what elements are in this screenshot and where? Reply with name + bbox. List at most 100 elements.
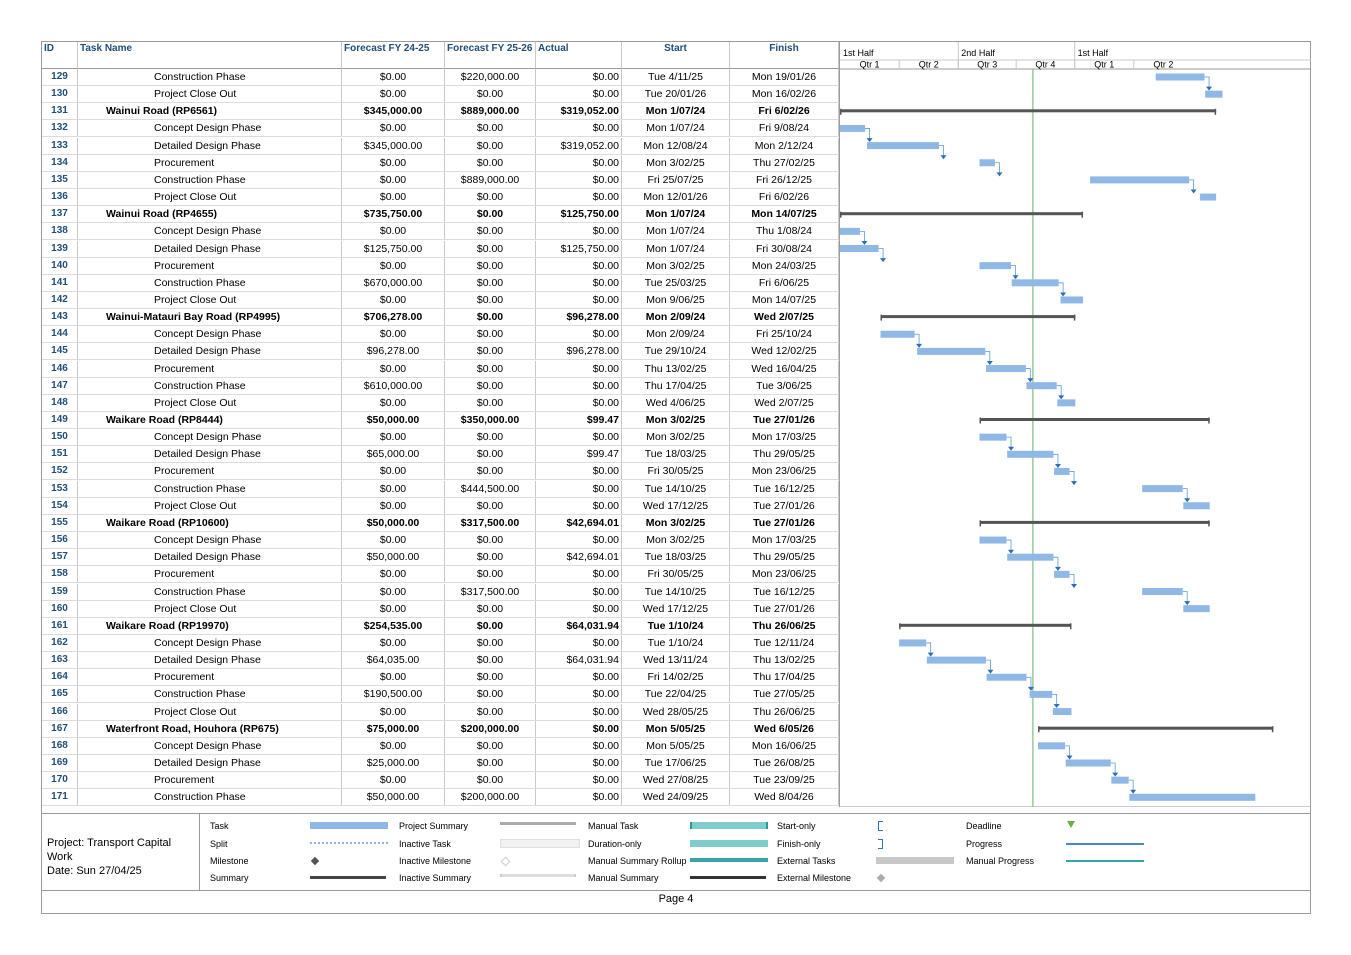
- finish-cell[interactable]: Tue 16/12/25: [730, 583, 839, 600]
- finish-cell[interactable]: Fri 6/06/25: [730, 274, 839, 291]
- actual-cell[interactable]: $0.00: [536, 223, 622, 240]
- forecast-2526-cell[interactable]: $0.00: [445, 274, 536, 291]
- forecast-2526-cell[interactable]: $0.00: [445, 652, 536, 669]
- task-id[interactable]: 171: [42, 789, 78, 806]
- actual-cell[interactable]: $0.00: [536, 634, 622, 651]
- table-row[interactable]: 143 Wainui-Matauri Bay Road (RP4995) $706,…: [42, 309, 839, 327]
- forecast-2425-cell[interactable]: $0.00: [342, 772, 445, 789]
- finish-cell[interactable]: Mon 2/12/24: [730, 137, 839, 154]
- forecast-2425-cell[interactable]: $0.00: [342, 189, 445, 206]
- task-name[interactable]: Construction Phase: [78, 686, 342, 703]
- actual-cell[interactable]: $0.00: [536, 789, 622, 806]
- forecast-2425-cell[interactable]: $0.00: [342, 463, 445, 480]
- task-name[interactable]: Concept Design Phase: [78, 532, 342, 549]
- start-cell[interactable]: Wed 24/09/25: [622, 789, 730, 806]
- table-row[interactable]: 135 Construction Phase $0.00 $889,000.00 $0.…: [42, 171, 839, 189]
- forecast-2425-cell[interactable]: $50,000.00: [342, 549, 445, 566]
- forecast-2425-cell[interactable]: $0.00: [342, 583, 445, 600]
- table-row[interactable]: 159 Construction Phase $0.00 $317,500.00 $0.…: [42, 583, 839, 601]
- finish-cell[interactable]: Tue 12/11/24: [730, 634, 839, 651]
- forecast-2425-cell[interactable]: $0.00: [342, 703, 445, 720]
- start-cell[interactable]: Mon 3/02/25: [622, 412, 730, 428]
- task-id[interactable]: 164: [42, 669, 78, 686]
- table-row[interactable]: 149 Waikare Road (RP8444) $50,000.00 $350,0…: [42, 412, 839, 429]
- task-id[interactable]: 133: [42, 137, 78, 154]
- actual-cell[interactable]: $0.00: [536, 120, 622, 137]
- forecast-2526-cell[interactable]: $0.00: [445, 737, 536, 754]
- finish-cell[interactable]: Mon 23/06/25: [730, 566, 839, 583]
- forecast-2425-cell[interactable]: $0.00: [342, 394, 445, 411]
- forecast-2526-cell[interactable]: $0.00: [445, 240, 536, 257]
- forecast-2526-cell[interactable]: $350,000.00: [445, 412, 536, 428]
- table-row[interactable]: 132 Concept Design Phase $0.00 $0.00 $0.00 Mo…: [42, 120, 839, 138]
- table-row[interactable]: 166 Project Close Out $0.00 $0.00 $0.00 Wed 2…: [42, 703, 839, 721]
- task-id[interactable]: 146: [42, 360, 78, 377]
- actual-cell[interactable]: $0.00: [536, 291, 622, 308]
- actual-cell[interactable]: $0.00: [536, 772, 622, 789]
- finish-cell[interactable]: Mon 17/03/25: [730, 429, 839, 446]
- table-row[interactable]: 138 Concept Design Phase $0.00 $0.00 $0.00 Mo…: [42, 223, 839, 241]
- start-cell[interactable]: Wed 17/12/25: [622, 600, 730, 617]
- table-row[interactable]: 144 Concept Design Phase $0.00 $0.00 $0.00 Mo…: [42, 326, 839, 344]
- finish-cell[interactable]: Tue 3/06/25: [730, 377, 839, 394]
- actual-cell[interactable]: $42,694.01: [536, 549, 622, 566]
- task-name[interactable]: Detailed Design Phase: [78, 137, 342, 154]
- forecast-2425-cell[interactable]: $50,000.00: [342, 514, 445, 531]
- task-id[interactable]: 144: [42, 326, 78, 343]
- forecast-2526-cell[interactable]: $889,000.00: [445, 171, 536, 188]
- forecast-2526-cell[interactable]: $0.00: [445, 154, 536, 171]
- forecast-2526-cell[interactable]: $200,000.00: [445, 720, 536, 737]
- forecast-2425-cell[interactable]: $0.00: [342, 480, 445, 497]
- finish-cell[interactable]: Wed 2/07/25: [730, 309, 839, 326]
- finish-cell[interactable]: Mon 24/03/25: [730, 257, 839, 274]
- forecast-2425-cell[interactable]: $0.00: [342, 669, 445, 686]
- finish-cell[interactable]: Mon 16/02/26: [730, 86, 839, 103]
- task-id[interactable]: 160: [42, 600, 78, 617]
- task-name[interactable]: Project Close Out: [78, 703, 342, 720]
- task-id[interactable]: 132: [42, 120, 78, 137]
- table-row[interactable]: 158 Procurement $0.00 $0.00 $0.00 Fri 30/05/2…: [42, 566, 839, 584]
- table-row[interactable]: 165 Construction Phase $190,500.00 $0.00 $0.…: [42, 686, 839, 704]
- table-row[interactable]: 167 Waterfront Road, Houhora (RP675) $75,0…: [42, 720, 839, 738]
- start-cell[interactable]: Thu 13/02/25: [622, 360, 730, 377]
- table-row[interactable]: 162 Concept Design Phase $0.00 $0.00 $0.00 Tu…: [42, 634, 839, 652]
- task-name[interactable]: Procurement: [78, 566, 342, 583]
- table-row[interactable]: 137 Wainui Road (RP4655) $735,750.00 $0.00 $…: [42, 206, 839, 224]
- actual-cell[interactable]: $0.00: [536, 154, 622, 171]
- actual-cell[interactable]: $0.00: [536, 86, 622, 103]
- table-row[interactable]: 129 Construction Phase $0.00 $220,000.00 $0.…: [42, 69, 839, 86]
- task-name[interactable]: Waikare Road (RP10600): [78, 514, 342, 531]
- start-cell[interactable]: Tue 14/10/25: [622, 480, 730, 497]
- task-name[interactable]: Project Close Out: [78, 394, 342, 411]
- col-header-start[interactable]: Start: [622, 42, 730, 69]
- task-name[interactable]: Detailed Design Phase: [78, 755, 342, 771]
- task-id[interactable]: 145: [42, 343, 78, 360]
- start-cell[interactable]: Mon 1/07/24: [622, 103, 730, 120]
- forecast-2425-cell[interactable]: $345,000.00: [342, 103, 445, 120]
- task-name[interactable]: Detailed Design Phase: [78, 549, 342, 566]
- finish-cell[interactable]: Tue 27/01/26: [730, 600, 839, 617]
- task-name[interactable]: Detailed Design Phase: [78, 343, 342, 360]
- task-name[interactable]: Wainui Road (RP4655): [78, 206, 342, 223]
- table-row[interactable]: 148 Project Close Out $0.00 $0.00 $0.00 Wed 4…: [42, 394, 839, 412]
- forecast-2425-cell[interactable]: $65,000.00: [342, 446, 445, 463]
- forecast-2526-cell[interactable]: $317,500.00: [445, 583, 536, 600]
- finish-cell[interactable]: Wed 6/05/26: [730, 720, 839, 737]
- actual-cell[interactable]: $0.00: [536, 326, 622, 343]
- task-id[interactable]: 152: [42, 463, 78, 480]
- finish-cell[interactable]: Thu 17/04/25: [730, 669, 839, 686]
- col-header-actual[interactable]: Actual: [536, 42, 622, 69]
- start-cell[interactable]: Tue 1/10/24: [622, 634, 730, 651]
- task-id[interactable]: 162: [42, 634, 78, 651]
- table-row[interactable]: 161 Waikare Road (RP19970) $254,535.00 $0.0…: [42, 617, 839, 635]
- task-name[interactable]: Concept Design Phase: [78, 737, 342, 754]
- task-name[interactable]: Detailed Design Phase: [78, 652, 342, 669]
- actual-cell[interactable]: $0.00: [536, 532, 622, 549]
- forecast-2526-cell[interactable]: $0.00: [445, 446, 536, 463]
- actual-cell[interactable]: $125,750.00: [536, 240, 622, 257]
- task-name[interactable]: Construction Phase: [78, 274, 342, 291]
- task-id[interactable]: 129: [42, 69, 78, 85]
- start-cell[interactable]: Fri 30/05/25: [622, 463, 730, 480]
- col-header-finish[interactable]: Finish: [730, 42, 839, 69]
- table-row[interactable]: 169 Detailed Design Phase $25,000.00 $0.00 $…: [42, 755, 839, 772]
